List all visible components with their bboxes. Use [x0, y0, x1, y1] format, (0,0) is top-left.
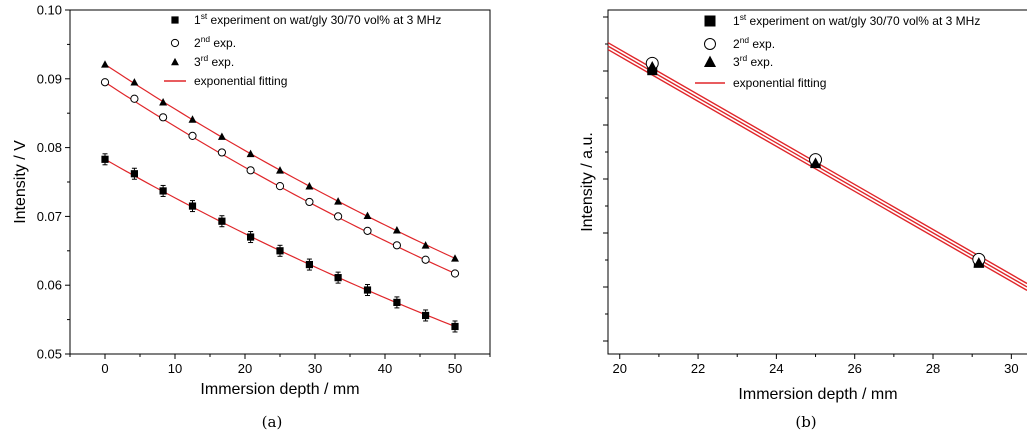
data-point-series-3	[159, 98, 168, 106]
panel-a-legend-label-0: 1st experiment on wat/gly 30/70 vol% at …	[194, 11, 441, 27]
data-point-series-1	[130, 170, 138, 178]
data-point-series-2	[392, 241, 401, 250]
panel-a-y-axis-label: Intensity / V	[12, 140, 29, 224]
data-point-series-3	[810, 157, 822, 168]
data-point-series-2	[450, 269, 460, 278]
data-point-series-3	[305, 181, 314, 190]
data-point-series-2	[130, 94, 139, 103]
x-tick-label: 20	[238, 361, 252, 376]
x-tick-label: 30	[308, 361, 322, 376]
y-tick-label: 0.08	[37, 140, 62, 155]
y-tick-label: 0.05	[37, 347, 62, 362]
data-point-series-1	[422, 311, 430, 320]
data-point-series-1	[451, 322, 459, 331]
data-point-series-3	[246, 149, 255, 158]
panel-b-ticks: 20 22 24 26 28 30	[603, 16, 1019, 376]
x-tick-label: 30	[1004, 361, 1018, 376]
panel-a-legend-marker-square	[171, 16, 179, 24]
y-tick-label: 0.07	[37, 209, 62, 224]
x-tick-label: 0	[101, 361, 108, 376]
panel-b-caption: (b)	[795, 413, 816, 431]
y-tick-label: 0.09	[37, 71, 62, 86]
data-point-series-3	[392, 226, 401, 234]
data-point-series-1	[276, 247, 284, 255]
panel-b-legend-label-0: 1st experiment on wat/gly 30/70 vol% at …	[733, 12, 980, 28]
data-point-series-2	[334, 212, 343, 221]
panel-b: 20 22 24 26 28 30 1st experiment on wat/gly 3…	[579, 9, 1027, 431]
data-point-series-3	[130, 78, 139, 86]
panel-a-caption: (a)	[262, 413, 283, 431]
panel-a-x-axis-label: Immersion depth / mm	[200, 381, 359, 398]
x-tick-label: 28	[926, 361, 940, 376]
panel-a-legend: 1st experiment on wat/gly 30/70 vol% at …	[164, 11, 441, 88]
data-point-series-3	[334, 197, 343, 205]
data-point-series-3	[973, 257, 985, 268]
fit-curve-3	[104, 63, 456, 259]
data-point-series-3	[217, 132, 226, 140]
panel-a: 0 10 20 30 40 50 0.05 0.06 0.07 0.08 0.09 0.10 1st …	[12, 3, 491, 431]
panel-a-legend-label-1: 2nd exp.	[194, 34, 236, 50]
data-point-series-3	[188, 115, 197, 123]
panel-b-data-points	[645, 56, 986, 268]
x-tick-label: 26	[847, 361, 861, 376]
data-point-series-3	[101, 60, 109, 68]
y-tick-label: 0.10	[37, 3, 62, 18]
panel-b-y-axis-label: Intensity / a.u.	[579, 132, 596, 232]
data-point-series-1	[305, 260, 313, 269]
data-point-series-2	[421, 255, 430, 264]
panel-a-legend-marker-circle	[170, 38, 180, 48]
data-point-series-3	[276, 166, 284, 174]
panel-a-fit-curves	[104, 63, 456, 328]
data-point-series-2	[305, 197, 314, 207]
x-tick-label: 40	[378, 361, 392, 376]
data-point-series-1	[247, 233, 255, 241]
data-point-series-3	[363, 211, 372, 220]
x-tick-label: 22	[691, 361, 705, 376]
data-point-series-3	[646, 61, 658, 72]
panel-b-legend-label-2: 3rd exp.	[733, 53, 773, 69]
data-point-series-3	[451, 254, 459, 262]
data-point-series-2	[275, 182, 285, 191]
data-point-series-1	[159, 187, 167, 195]
data-point-series-1	[188, 202, 197, 210]
panel-a-data-points	[100, 60, 460, 333]
x-tick-label: 10	[168, 361, 182, 376]
data-point-series-2	[188, 131, 197, 141]
x-tick-label: 50	[448, 361, 462, 376]
data-point-series-3	[421, 241, 430, 249]
panel-b-plot-frame	[607, 9, 1027, 355]
data-point-series-1	[334, 274, 342, 282]
x-tick-label: 24	[769, 361, 783, 376]
data-point-series-2	[159, 113, 168, 122]
y-tick-label: 0.06	[37, 278, 62, 293]
fit-line-3	[607, 48, 1027, 291]
data-point-series-1	[363, 286, 372, 294]
panel-a-legend-marker-triangle	[171, 57, 179, 66]
panel-a-ticks: 0 10 20 30 40 50 0.05 0.06 0.07 0.08 0.09 0.10	[37, 3, 491, 376]
panel-b-legend-label-3: exponential fitting	[733, 76, 826, 90]
data-point-series-2	[246, 166, 255, 175]
data-point-series-2	[217, 148, 226, 157]
data-point-series-2	[363, 226, 372, 235]
x-tick-label: 20	[613, 361, 627, 376]
data-point-series-1	[218, 217, 226, 225]
data-point-series-1	[393, 298, 401, 306]
panel-b-legend-label-1: 2nd exp.	[733, 35, 775, 51]
data-point-series-1	[101, 155, 109, 163]
panel-a-legend-label-3: exponential fitting	[194, 74, 287, 88]
panel-a-legend-label-2: 3rd exp.	[194, 53, 234, 69]
panel-b-legend-marker-square	[704, 15, 716, 27]
data-point-series-2	[100, 78, 110, 87]
panel-a-plot-frame	[69, 9, 491, 355]
panel-b-legend: 1st experiment on wat/gly 30/70 vol% at …	[695, 12, 980, 90]
panel-b-x-axis-label: Immersion depth / mm	[738, 386, 897, 403]
panel-b-legend-marker-circle	[704, 38, 716, 50]
panel-b-legend-marker-triangle	[703, 55, 717, 68]
